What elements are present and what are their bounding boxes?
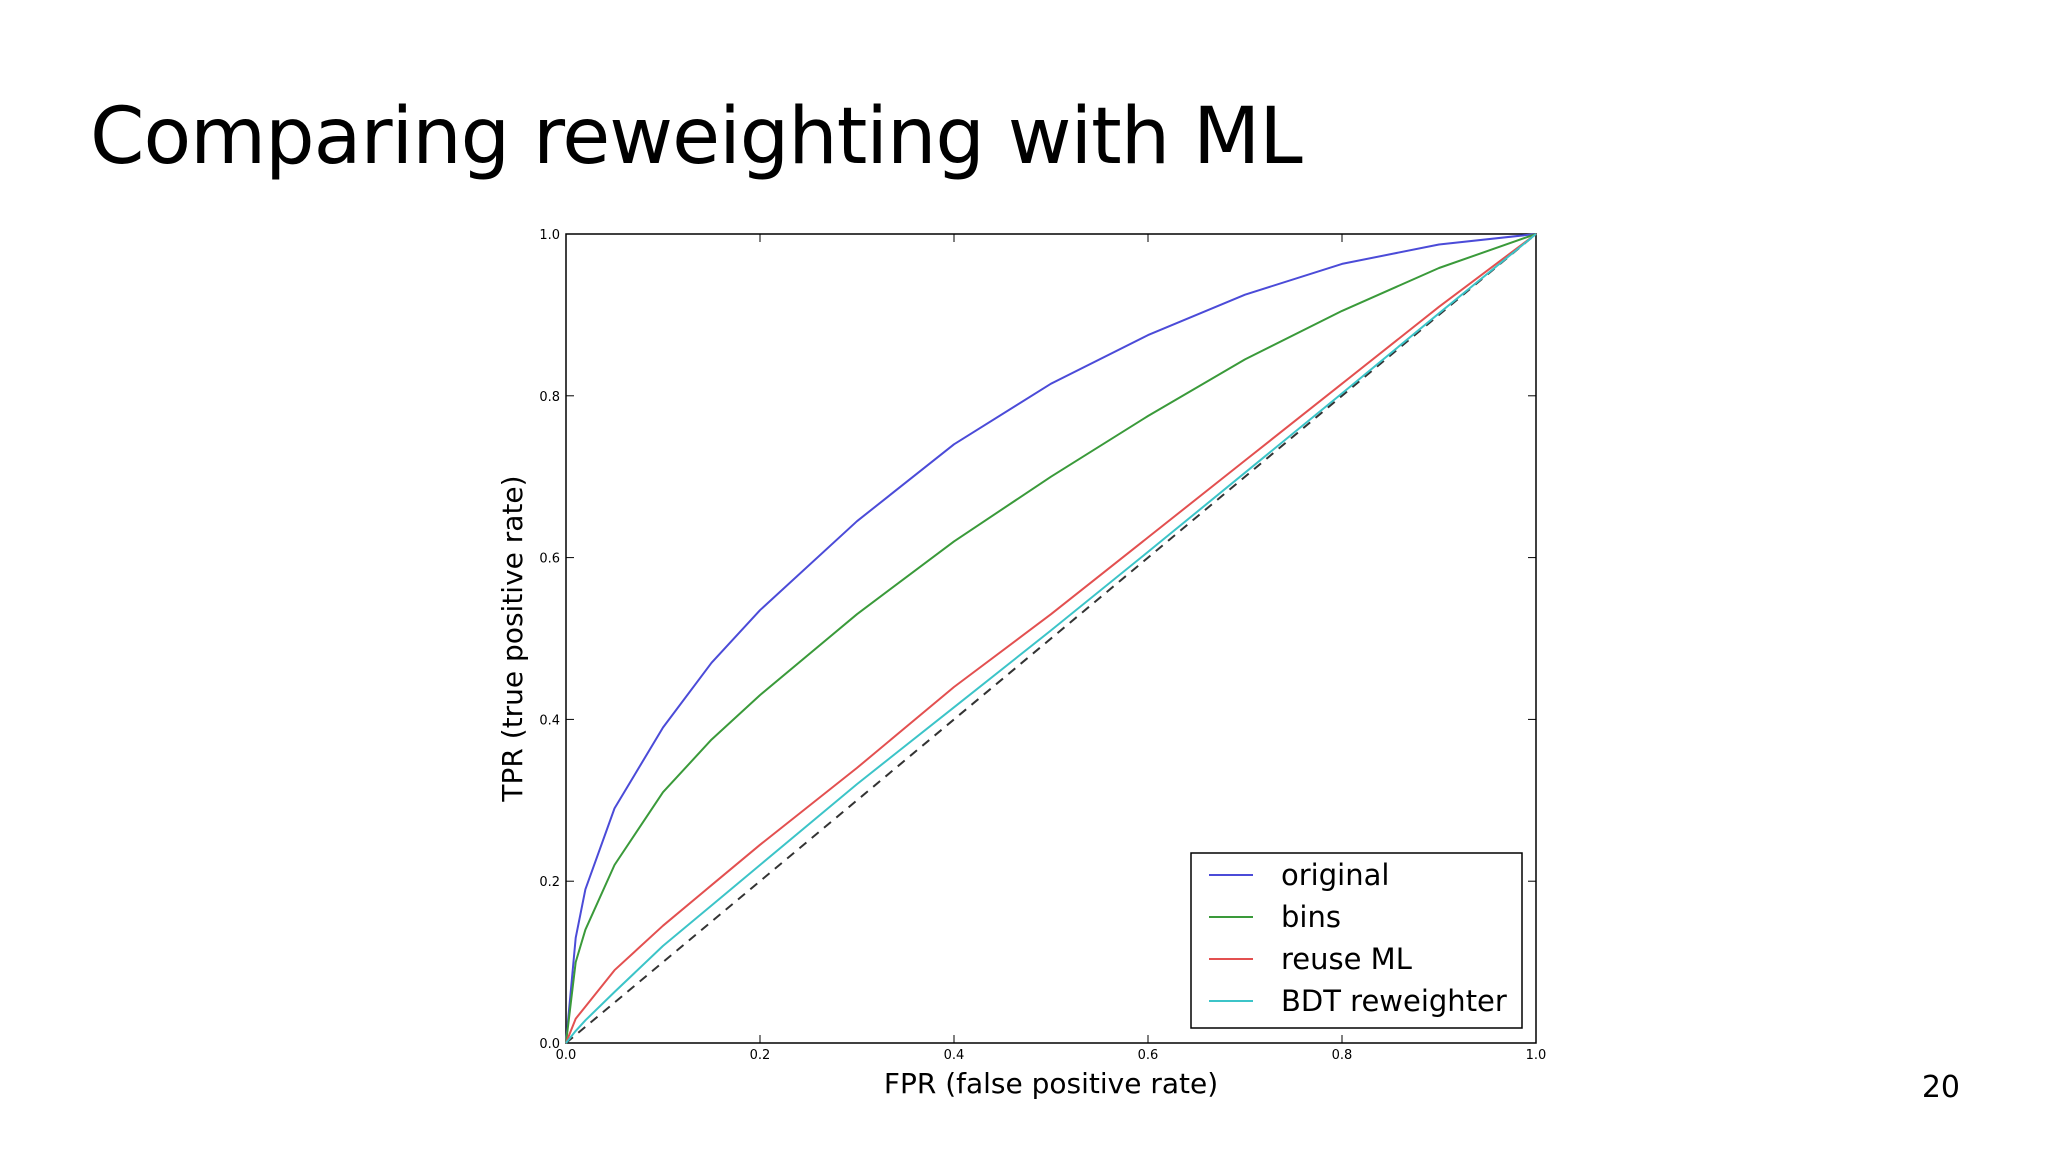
legend-entry-label: original — [1281, 858, 1389, 892]
y-tick-label: 0.6 — [539, 552, 560, 567]
series-line-bdt-reweighter — [565, 233, 1537, 1044]
x-tick-label: 1.0 — [1526, 1048, 1547, 1063]
y-tick-label: 0.8 — [539, 390, 560, 405]
y-axis-label: TPR (true positive rate) — [496, 475, 529, 802]
y-tick-label: 0.0 — [539, 1037, 560, 1052]
y-tick-label: 0.2 — [539, 875, 560, 890]
legend-entry-label: bins — [1281, 900, 1341, 934]
y-tick-label: 0.4 — [539, 713, 560, 728]
y-tick-label: 1.0 — [539, 228, 560, 243]
slide-title: Comparing reweighting with ML — [90, 92, 1303, 182]
x-tick-label: 0.8 — [1332, 1048, 1353, 1063]
legend-box — [1190, 852, 1523, 1029]
reference-diagonal — [565, 233, 1537, 1044]
legend-entry-label: BDT reweighter — [1281, 984, 1507, 1018]
x-tick-label: 0.2 — [750, 1048, 771, 1063]
x-tick-label: 0.0 — [556, 1048, 577, 1063]
series-line-reuse-ml — [565, 233, 1537, 1044]
series-line-original — [565, 233, 1537, 1044]
page-number: 20 — [1921, 1070, 1960, 1105]
x-axis-label: FPR (false positive rate) — [884, 1067, 1218, 1100]
legend-entry-label: reuse ML — [1281, 942, 1412, 976]
series-line-bins — [565, 233, 1537, 1044]
x-tick-label: 0.4 — [944, 1048, 965, 1063]
x-tick-label: 0.6 — [1138, 1048, 1159, 1063]
